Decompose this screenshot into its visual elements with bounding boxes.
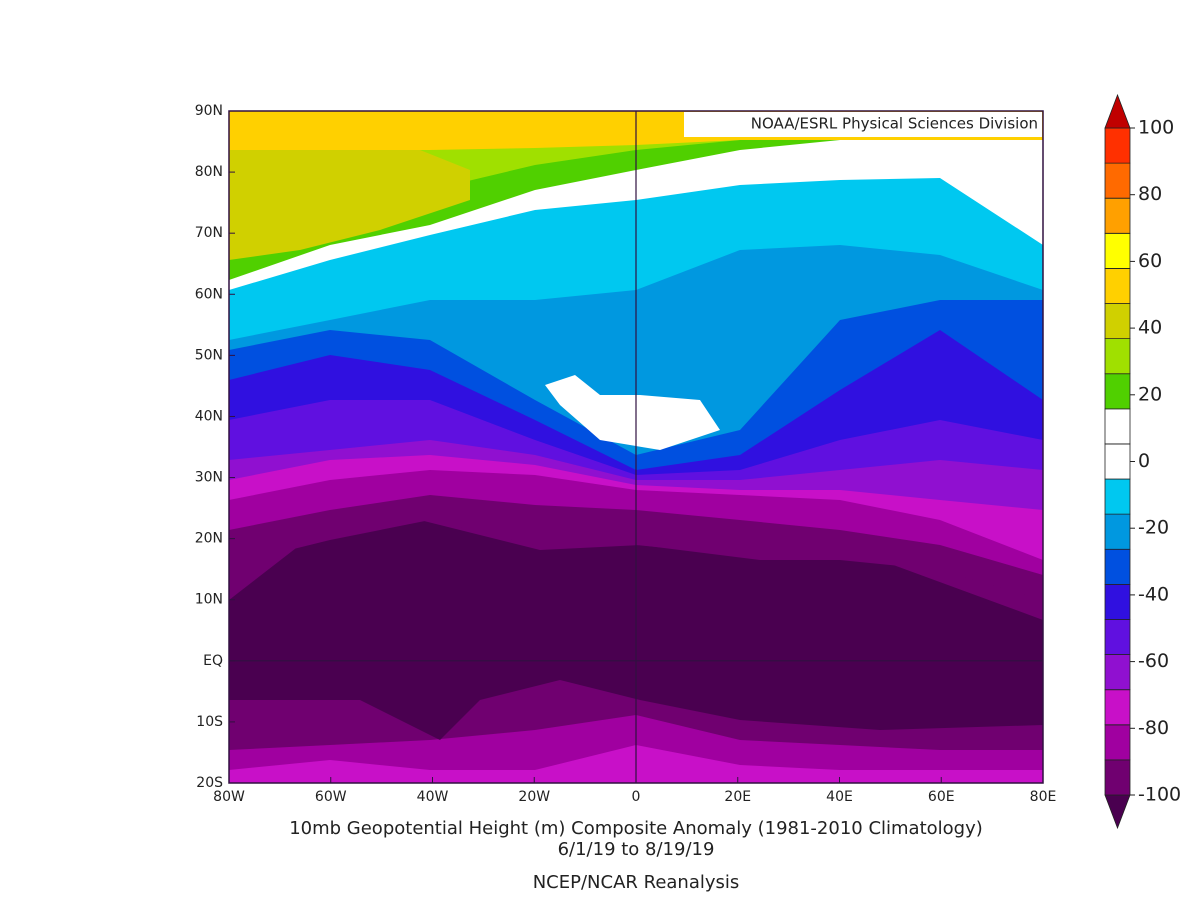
colorbar-label: 0	[1138, 450, 1150, 472]
y-tick-label: 40N	[195, 408, 223, 424]
x-tick-label: 20W	[518, 789, 550, 805]
x-tick-label: 40E	[826, 789, 853, 805]
x-tick-label: 20E	[724, 789, 751, 805]
colorbar-swatch	[1104, 303, 1131, 340]
colorbar-label: 60	[1138, 250, 1162, 272]
y-tick-label: 20N	[195, 531, 223, 547]
y-tick-label: 10N	[195, 592, 223, 608]
credit: NOAA/ESRL Physical Sciences Division	[751, 115, 1038, 133]
y-tick-label: 60N	[195, 286, 223, 302]
contour-band	[545, 375, 720, 450]
colorbar-swatch	[1104, 513, 1131, 550]
colorbar-label: -20	[1138, 517, 1169, 539]
x-tick-label: 60E	[928, 789, 955, 805]
x-tick-label: 80E	[1030, 789, 1057, 805]
colorbar-swatch	[1104, 794, 1131, 830]
y-tick-label: 50N	[195, 347, 223, 363]
title: 10mb Geopotential Height (m) Composite A…	[289, 818, 983, 839]
colorbar-label: 40	[1138, 317, 1162, 339]
colorbar-label: 100	[1138, 117, 1174, 139]
x-tick-label: 0	[632, 789, 641, 805]
colorbar-swatch	[1104, 759, 1131, 796]
credit-box	[684, 112, 1042, 137]
y-tick-label: 10S	[196, 714, 223, 730]
y-tick-label: 20S	[196, 775, 223, 791]
colorbar-swatch	[1104, 162, 1131, 199]
y-tick-label: 80N	[195, 164, 223, 180]
y-tick-label: EQ	[203, 653, 223, 669]
colorbar-swatch	[1104, 724, 1131, 761]
colorbar-swatch	[1104, 338, 1131, 375]
y-tick-label: 90N	[195, 103, 223, 119]
x-tick-label: 80W	[213, 789, 245, 805]
colorbar-swatch	[1104, 232, 1131, 269]
colorbar-label: -60	[1138, 650, 1169, 672]
source: NCEP/NCAR Reanalysis	[533, 872, 740, 893]
colorbar-label: -80	[1138, 717, 1169, 739]
x-tick-label: 60W	[315, 789, 347, 805]
contour-band	[229, 111, 470, 260]
colorbar-swatch	[1104, 443, 1131, 480]
colorbar-label: -100	[1138, 784, 1181, 806]
colorbar-swatch	[1104, 268, 1131, 304]
colorbar-swatch	[1104, 197, 1131, 234]
colorbar-swatch	[1104, 548, 1131, 585]
colorbar-swatch	[1104, 654, 1131, 691]
colorbar-swatch	[1104, 93, 1131, 129]
colorbar-label: 80	[1138, 183, 1162, 205]
colorbar-label: 20	[1138, 383, 1162, 405]
colorbar-swatch	[1104, 619, 1131, 655]
colorbar-swatch	[1104, 373, 1131, 410]
y-tick-label: 70N	[195, 225, 223, 241]
colorbar-swatch	[1104, 689, 1131, 726]
y-tick-label: 30N	[195, 470, 223, 486]
x-tick-label: 40W	[417, 789, 449, 805]
colorbar-swatch	[1104, 583, 1131, 620]
map-plot	[229, 111, 1043, 783]
date-range: 6/1/19 to 8/19/19	[558, 839, 715, 860]
colorbar-swatch	[1104, 478, 1131, 515]
colorbar-swatch	[1104, 408, 1131, 445]
colorbar-swatch	[1104, 127, 1131, 164]
colorbar-label: -40	[1138, 583, 1169, 605]
plot-frame	[228, 110, 1044, 784]
